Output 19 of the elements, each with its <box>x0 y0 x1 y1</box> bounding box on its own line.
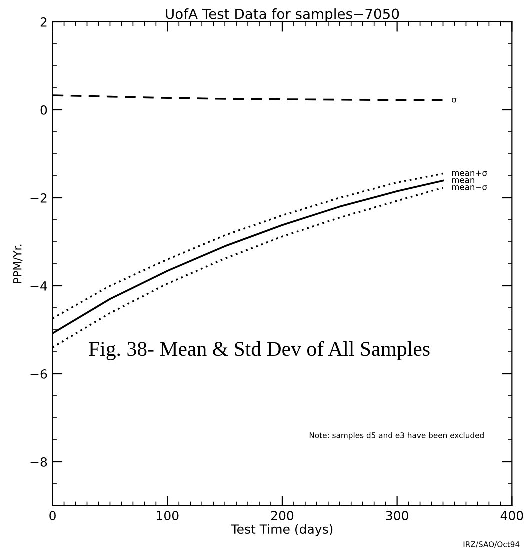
series-label: mean−σ <box>452 186 488 190</box>
y-tick-label: 2 <box>40 17 47 27</box>
x-tick-label: 100 <box>157 511 179 521</box>
x-tick-label: 200 <box>271 511 294 521</box>
y-tick-label: −6 <box>30 369 48 379</box>
y-tick-label: 0 <box>40 105 48 115</box>
x-tick-label: 300 <box>386 511 408 521</box>
chart-title: UofA Test Data for samples−7050 <box>166 8 400 22</box>
series-label: σ <box>452 98 457 103</box>
x-axis-title: Test Time (days) <box>231 524 333 536</box>
x-tick-label: 400 <box>500 511 524 521</box>
x-tick-label: 0 <box>50 511 56 521</box>
y-tick-label: −4 <box>30 282 48 291</box>
y-axis-title: PPM/Yr. <box>14 244 23 284</box>
y-tick-label: −2 <box>30 193 47 203</box>
series-label: mean+σ <box>452 170 488 176</box>
y-tick-label: −8 <box>30 457 48 467</box>
series-label: mean <box>452 178 475 184</box>
annotation: Fig. 38- Mean & Std Dev of All Samples <box>89 341 430 360</box>
